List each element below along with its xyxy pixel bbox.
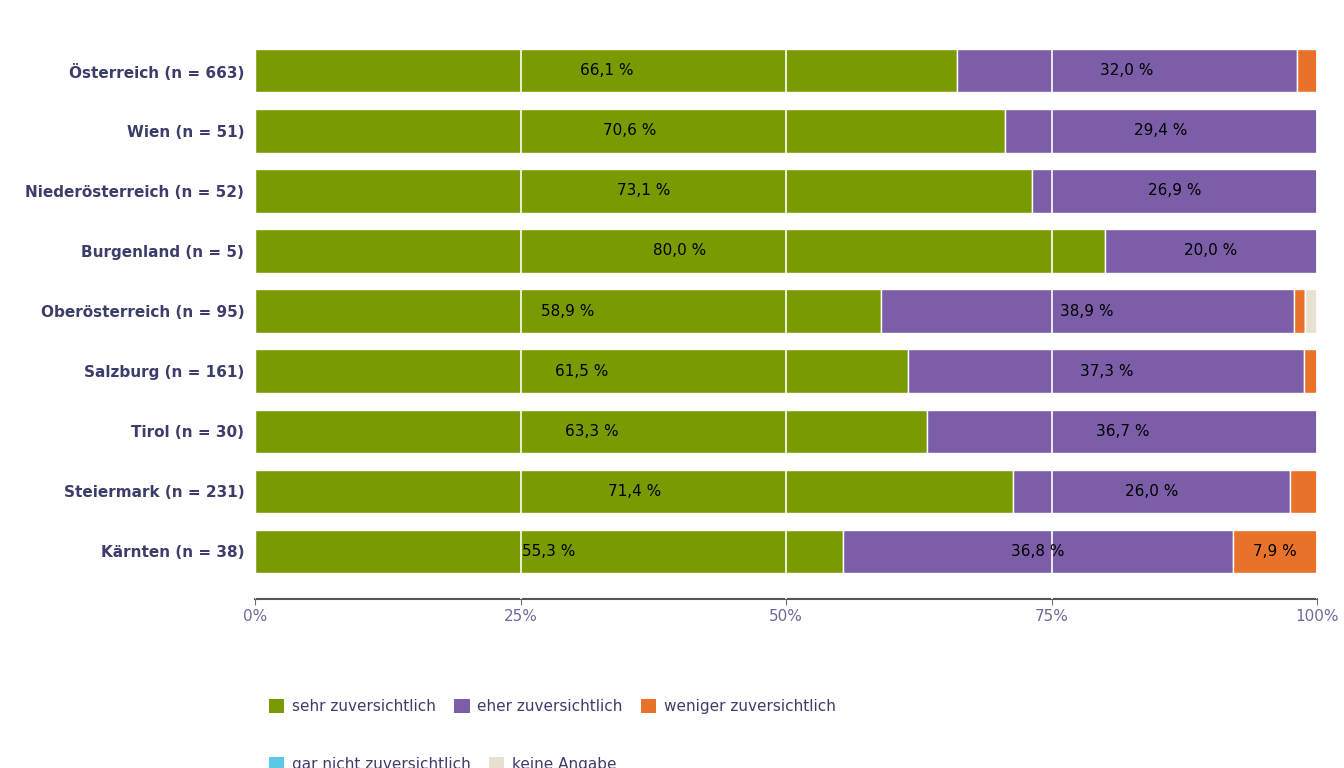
Bar <box>255 290 880 333</box>
Text: 63,3 %: 63,3 % <box>564 424 618 439</box>
Text: 66,1 %: 66,1 % <box>579 63 633 78</box>
Bar <box>1105 230 1317 273</box>
Text: 70,6 %: 70,6 % <box>603 124 657 138</box>
Text: 29,4 %: 29,4 % <box>1134 124 1188 138</box>
Bar <box>255 230 1105 273</box>
Bar <box>927 409 1317 453</box>
Text: 37,3 %: 37,3 % <box>1079 363 1133 379</box>
Bar <box>909 349 1305 392</box>
Bar <box>1294 290 1305 333</box>
Bar <box>880 290 1294 333</box>
Bar <box>1305 349 1317 392</box>
Text: 36,8 %: 36,8 % <box>1011 544 1064 559</box>
Text: 55,3 %: 55,3 % <box>523 544 575 559</box>
Text: 26,9 %: 26,9 % <box>1148 184 1202 198</box>
Text: 71,4 %: 71,4 % <box>607 484 661 498</box>
Bar <box>255 109 1005 153</box>
Bar <box>1289 469 1317 513</box>
Text: 61,5 %: 61,5 % <box>555 363 609 379</box>
Bar <box>1234 530 1317 573</box>
Bar <box>1305 290 1317 333</box>
Legend: gar nicht zuversichtlich, keine Angabe: gar nicht zuversichtlich, keine Angabe <box>263 750 622 768</box>
Bar <box>1005 109 1317 153</box>
Bar <box>255 169 1031 213</box>
Text: 26,0 %: 26,0 % <box>1125 484 1179 498</box>
Bar <box>255 530 843 573</box>
Bar <box>1297 49 1317 92</box>
Text: 20,0 %: 20,0 % <box>1184 243 1238 259</box>
Bar <box>957 49 1297 92</box>
Text: 32,0 %: 32,0 % <box>1101 63 1153 78</box>
Bar <box>1013 469 1289 513</box>
Bar <box>255 469 1013 513</box>
Bar <box>843 530 1234 573</box>
Text: 80,0 %: 80,0 % <box>653 243 707 259</box>
Bar <box>255 49 957 92</box>
Text: 73,1 %: 73,1 % <box>617 184 671 198</box>
Text: 7,9 %: 7,9 % <box>1254 544 1297 559</box>
Bar <box>255 409 927 453</box>
Text: 58,9 %: 58,9 % <box>542 303 595 319</box>
Bar <box>255 349 909 392</box>
Text: 38,9 %: 38,9 % <box>1060 303 1114 319</box>
Text: 36,7 %: 36,7 % <box>1095 424 1149 439</box>
Bar <box>1031 169 1317 213</box>
